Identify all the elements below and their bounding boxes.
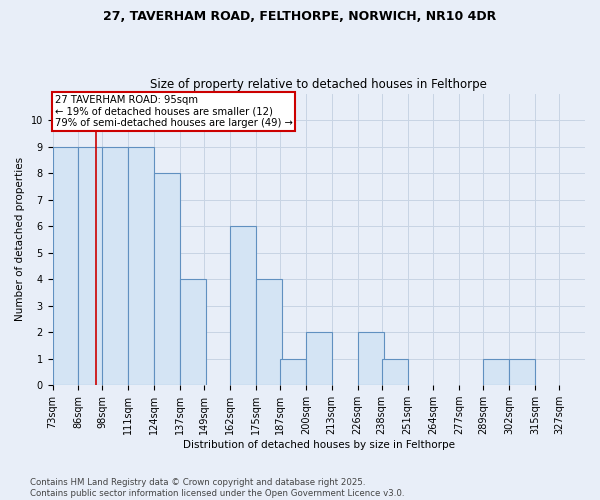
Bar	[180, 279, 206, 385]
Bar	[280, 358, 306, 385]
Bar	[306, 332, 332, 385]
Bar	[79, 146, 104, 385]
Bar	[230, 226, 256, 385]
Title: Size of property relative to detached houses in Felthorpe: Size of property relative to detached ho…	[151, 78, 487, 91]
Text: Contains HM Land Registry data © Crown copyright and database right 2025.
Contai: Contains HM Land Registry data © Crown c…	[30, 478, 404, 498]
Bar	[128, 146, 154, 385]
Bar	[103, 146, 128, 385]
Text: 27, TAVERHAM ROAD, FELTHORPE, NORWICH, NR10 4DR: 27, TAVERHAM ROAD, FELTHORPE, NORWICH, N…	[103, 10, 497, 23]
Bar	[509, 358, 535, 385]
Bar	[358, 332, 383, 385]
Bar	[483, 358, 509, 385]
Bar	[256, 279, 282, 385]
Bar	[154, 173, 180, 385]
X-axis label: Distribution of detached houses by size in Felthorpe: Distribution of detached houses by size …	[183, 440, 455, 450]
Bar	[53, 146, 79, 385]
Bar	[382, 358, 407, 385]
Text: 27 TAVERHAM ROAD: 95sqm
← 19% of detached houses are smaller (12)
79% of semi-de: 27 TAVERHAM ROAD: 95sqm ← 19% of detache…	[55, 95, 292, 128]
Y-axis label: Number of detached properties: Number of detached properties	[15, 158, 25, 322]
